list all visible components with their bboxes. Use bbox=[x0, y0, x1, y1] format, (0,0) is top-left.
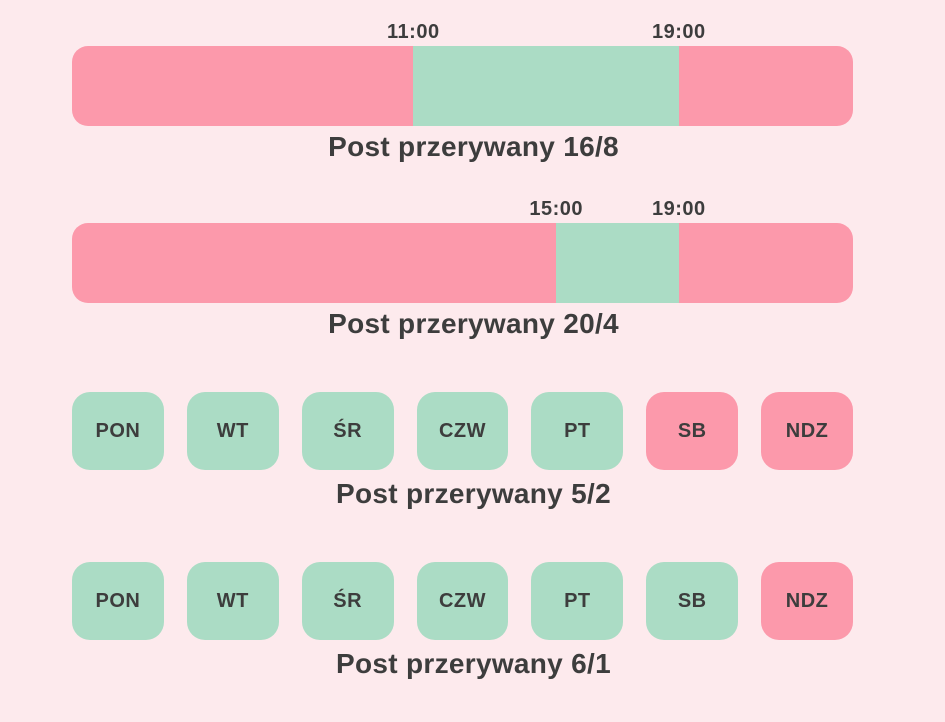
timeline-bar-20-4 bbox=[72, 223, 853, 303]
timeline-bar-16-8 bbox=[72, 46, 853, 126]
day-box-czw: CZW bbox=[416, 562, 509, 640]
day-box-wt: WT bbox=[186, 392, 279, 470]
day-box-sb: SB bbox=[646, 562, 739, 640]
section-caption: Post przerywany 20/4 bbox=[328, 308, 619, 339]
infographic-content: 11:00 19:00 Post przerywany 16/8 15:00 19:… bbox=[72, 0, 854, 681]
timeline-segment-fasting bbox=[678, 223, 853, 303]
section-fasting-16-8: 11:00 19:00 Post przerywany 16/8 bbox=[72, 19, 853, 164]
week-row-5-2: PON WT ŚR CZW PT SB NDZ bbox=[72, 392, 854, 470]
day-box-sb: SB bbox=[646, 392, 739, 470]
section-caption: Post przerywany 5/2 bbox=[336, 478, 611, 509]
timeline-segment-fasting bbox=[678, 46, 853, 126]
timeline-segment-eating bbox=[413, 46, 679, 126]
day-box-ndz: NDZ bbox=[761, 562, 854, 640]
day-box-czw: CZW bbox=[416, 392, 509, 470]
day-box-ndz: NDZ bbox=[761, 392, 854, 470]
time-markers-row: 15:00 19:00 bbox=[72, 196, 853, 221]
day-box-śr: ŚR bbox=[301, 392, 394, 470]
time-marker: 19:00 bbox=[652, 21, 706, 43]
time-markers-row: 11:00 19:00 bbox=[72, 19, 853, 44]
day-box-śr: ŚR bbox=[301, 562, 394, 640]
section-fasting-5-2: PON WT ŚR CZW PT SB NDZ Post przerywany 5/2 bbox=[72, 392, 854, 511]
timeline-segment-fasting bbox=[72, 46, 414, 126]
day-box-pon: PON bbox=[72, 562, 164, 640]
timeline-segment-fasting bbox=[72, 223, 557, 303]
section-fasting-20-4: 15:00 19:00 Post przerywany 20/4 bbox=[72, 196, 853, 341]
timeline-segment-eating bbox=[556, 223, 679, 303]
day-box-pon: PON bbox=[72, 392, 164, 470]
day-box-pt: PT bbox=[531, 562, 624, 640]
section-caption: Post przerywany 6/1 bbox=[336, 648, 611, 679]
day-box-wt: WT bbox=[186, 562, 279, 640]
section-caption: Post przerywany 16/8 bbox=[328, 131, 619, 162]
time-marker: 11:00 bbox=[387, 21, 440, 43]
week-row-6-1: PON WT ŚR CZW PT SB NDZ bbox=[72, 562, 854, 640]
time-marker: 15:00 bbox=[529, 198, 584, 220]
day-box-pt: PT bbox=[531, 392, 624, 470]
section-fasting-6-1: PON WT ŚR CZW PT SB NDZ Post przerywany 6/1 bbox=[72, 562, 854, 681]
time-marker: 19:00 bbox=[652, 198, 706, 220]
